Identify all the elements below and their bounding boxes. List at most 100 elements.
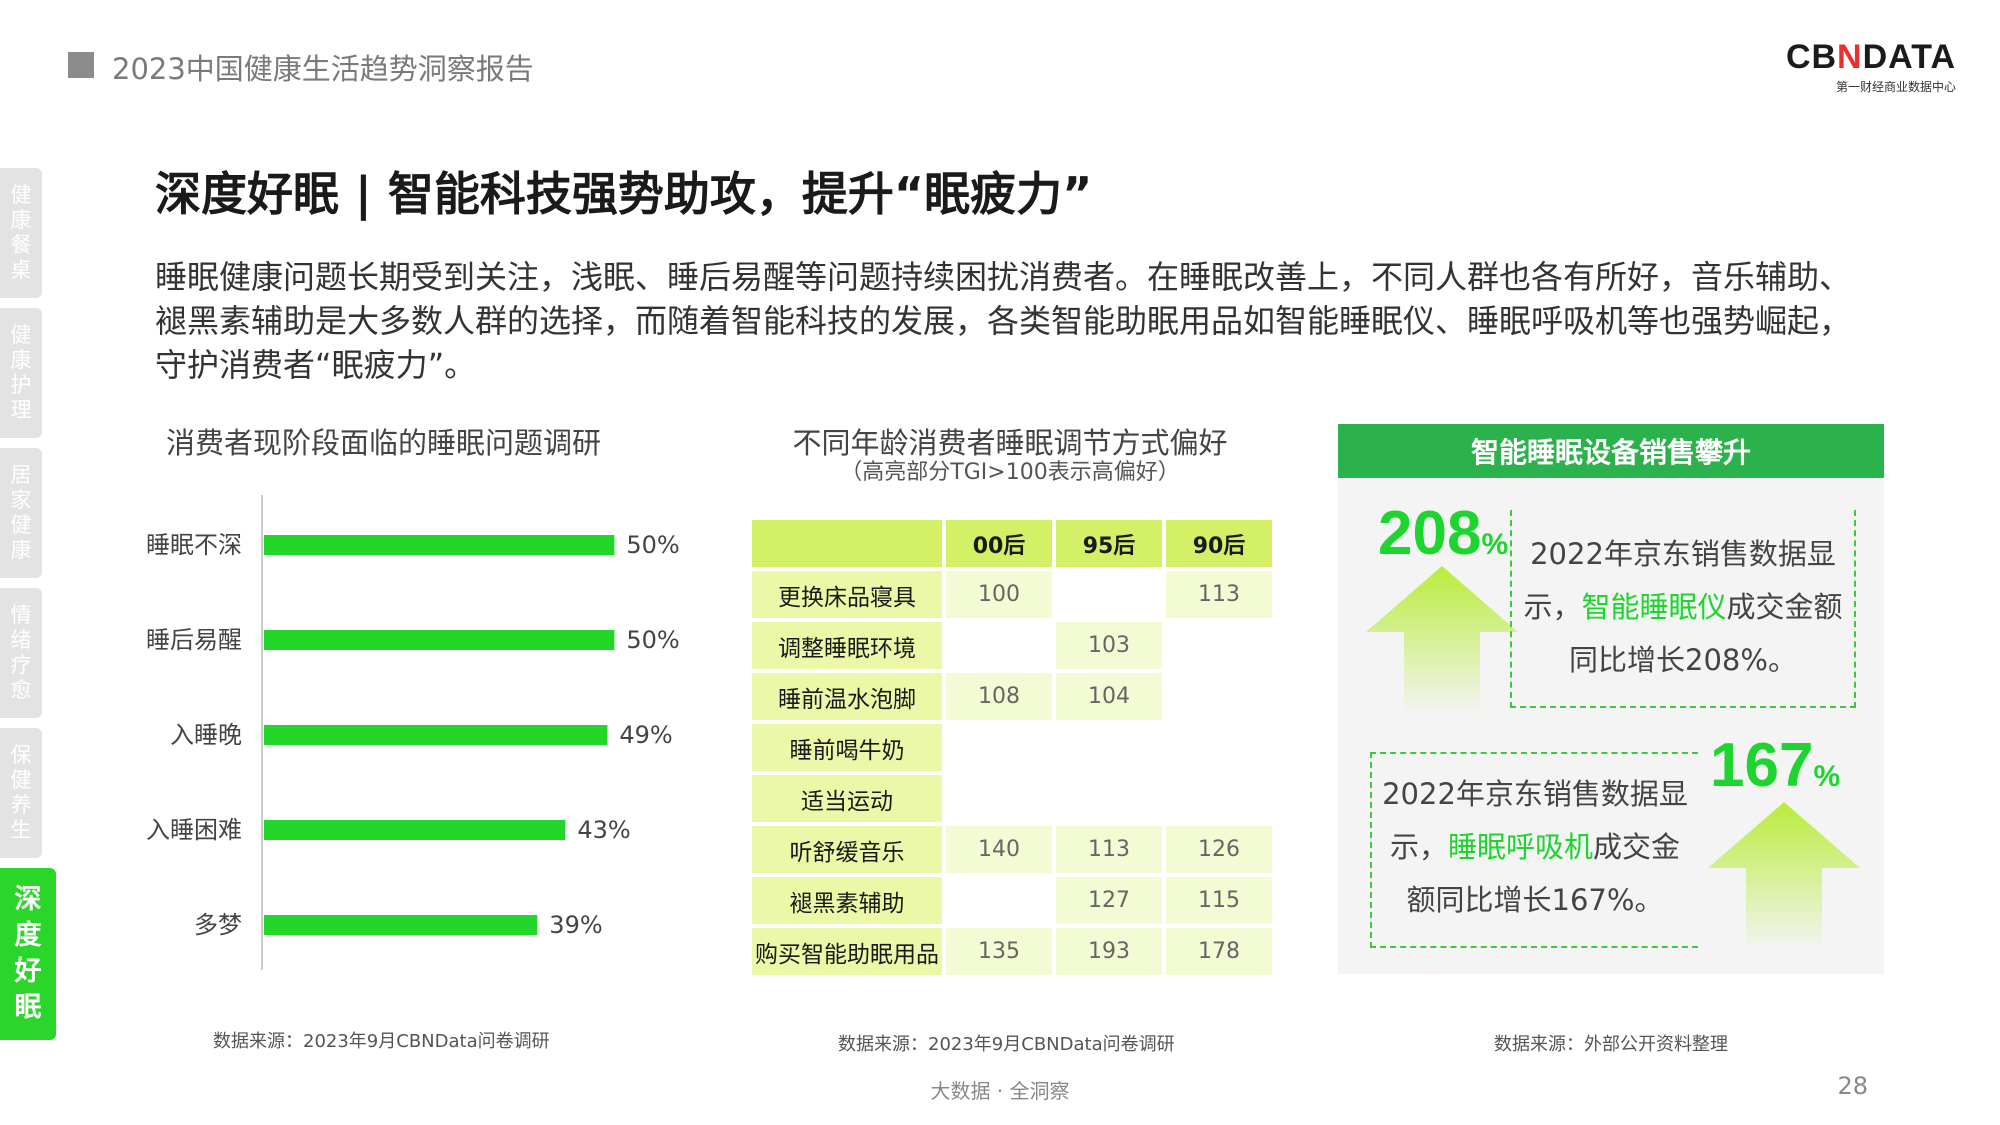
table-row: 睡前喝牛奶 [752,724,1272,771]
table-subtitle: （高亮部分TGI>100表示高偏好） [840,460,1180,485]
table-cell [1166,775,1272,822]
table-column-header: 95后 [1056,520,1162,567]
bar-category-label: 入睡晚 [170,721,242,749]
table-cell: 113 [1056,826,1162,873]
table-row-label: 睡前喝牛奶 [752,724,942,771]
table-row: 购买智能助眠用品 135 193 178 [752,928,1272,975]
table-cell: 103 [1056,622,1162,669]
sidenav-item-char: 眠 [14,992,42,1023]
sidenav-item[interactable]: 居家健康 [0,448,42,578]
table-cell [1056,724,1162,771]
sidenav-item-char: 桌 [10,258,32,282]
table-row-label: 听舒缓音乐 [752,826,942,873]
bar-category-label: 睡眠不深 [146,531,242,559]
sidenav-item-char: 健 [10,183,32,207]
bar-category-label: 入睡困难 [146,816,242,844]
stat2-number: 167% [1710,731,1841,800]
sidenav-item-char: 健 [10,768,32,792]
table-cell: 140 [946,826,1052,873]
table-cell [946,775,1052,822]
section-sidenav: 健康餐桌健康护理居家健康情绪疗愈保健养生深度好眠 [0,168,56,1050]
table-row: 听舒缓音乐 140 113 126 [752,826,1272,873]
table-source: 数据来源：2023年9月CBNData问卷调研 [838,1034,1175,1055]
table-row-label: 适当运动 [752,775,942,822]
stat1-note: 2022年京东销售数据显示，智能睡眠仪成交金额同比增长208%。 [1510,510,1856,708]
table-cell [1166,724,1272,771]
table-cell: 127 [1056,877,1162,924]
table-cell: 113 [1166,571,1272,618]
page-title: 深度好眠 | 智能科技强势助攻，提升“眠疲力” [155,167,1093,221]
sidenav-item-char: 健 [10,513,32,537]
table-row: 适当运动 [752,775,1272,822]
logo-wordmark: CBNDATA [1785,38,1956,76]
table-cell [1056,571,1162,618]
cbndata-logo: CBNDATA 第一财经商业数据中心 [1756,38,1956,95]
table-cell [946,622,1052,669]
panel-source: 数据来源：外部公开资料整理 [1494,1034,1728,1055]
sidenav-item-char: 康 [10,348,32,372]
sidenav-item-char: 生 [10,818,32,842]
bar [264,915,538,935]
table-cell: 108 [946,673,1052,720]
sidenav-item-char: 好 [14,956,42,987]
logo-subtitle: 第一财经商业数据中心 [1835,80,1956,94]
bar-category-label: 睡后易醒 [146,626,242,654]
table-column-header: 00后 [946,520,1052,567]
table-cell [1056,775,1162,822]
bar [264,725,608,745]
sidenav-item-char: 养 [10,793,32,817]
table-cell: 178 [1166,928,1272,975]
bar-category-label: 多梦 [194,911,242,939]
arrow-up-icon [1366,566,1518,714]
sidenav-item-char: 疗 [10,653,32,677]
table-cell: 115 [1166,877,1272,924]
sidenav-item-char: 愈 [10,678,32,702]
stat2-note: 2022年京东销售数据显示，睡眠呼吸机成交金额同比增长167%。 [1370,752,1698,948]
table-cell: 135 [946,928,1052,975]
sidenav-item[interactable]: 健康餐桌 [0,168,42,298]
sidenav-item[interactable]: 健康护理 [0,308,42,438]
table-row-label: 调整睡眠环境 [752,622,942,669]
smart-sleep-panel: 智能睡眠设备销售攀升 208% 2022年京东销售数据显示，智能睡眠仪成交金额同… [1338,424,1884,974]
table-cell: 100 [946,571,1052,618]
table-column-header: 90后 [1166,520,1272,567]
intro-paragraph: 睡眠健康问题长期受到关注，浅眠、睡后易醒等问题持续困扰消费者。在睡眠改善上，不同… [155,258,1852,384]
table-cell [946,877,1052,924]
page-number: 28 [1837,1072,1868,1100]
bar-value-label: 43% [577,816,630,844]
sidenav-item-char: 度 [14,920,42,951]
panel-title: 智能睡眠设备销售攀升 [1338,424,1884,478]
footer-tagline: 大数据 · 全洞察 [930,1079,1070,1103]
sidenav-item-char: 深 [14,884,42,915]
report-title: 2023中国健康生活趋势洞察报告 [112,52,534,86]
sidenav-item[interactable]: 保健养生 [0,728,42,858]
table-cell [1166,622,1272,669]
table-row: 调整睡眠环境 103 [752,622,1272,669]
sidenav-item-char: 家 [10,488,32,512]
sidenav-item-char: 理 [10,398,32,422]
header-square-icon [68,52,94,78]
bar-value-label: 39% [549,911,602,939]
sidenav-item-char: 康 [10,538,32,562]
table-title: 不同年龄消费者睡眠调节方式偏好 [792,426,1228,460]
sidenav-item-char: 居 [10,463,32,487]
bar [264,820,566,840]
bar [264,535,615,555]
table-cell: 193 [1056,928,1162,975]
sidenav-item-char: 保 [10,743,32,767]
sidenav-item[interactable]: 深度好眠 [0,868,56,1040]
bar-value-label: 49% [619,721,672,749]
table-row: 褪黑素辅助 127 115 [752,877,1272,924]
sleep-preference-table: 00后 95后 90后 更换床品寝具 100 113 调整睡眠环境 103 睡前温水泡脚 108… [748,516,1276,979]
sidenav-item-char: 康 [10,208,32,232]
table-row-label: 更换床品寝具 [752,571,942,618]
sleep-problem-bar-chart: 睡眠不深 50% 睡后易醒 50% 入睡晚 49% 入睡困难 43% 多梦 39% [146,495,680,970]
table-row-label: 褪黑素辅助 [752,877,942,924]
table-row-label: 购买智能助眠用品 [752,928,942,975]
table-row-label: 睡前温水泡脚 [752,673,942,720]
sidenav-item-char: 绪 [10,628,32,652]
table-cell: 104 [1056,673,1162,720]
stat1-number: 208% [1378,499,1509,568]
sidenav-item[interactable]: 情绪疗愈 [0,588,42,718]
bar [264,630,615,650]
